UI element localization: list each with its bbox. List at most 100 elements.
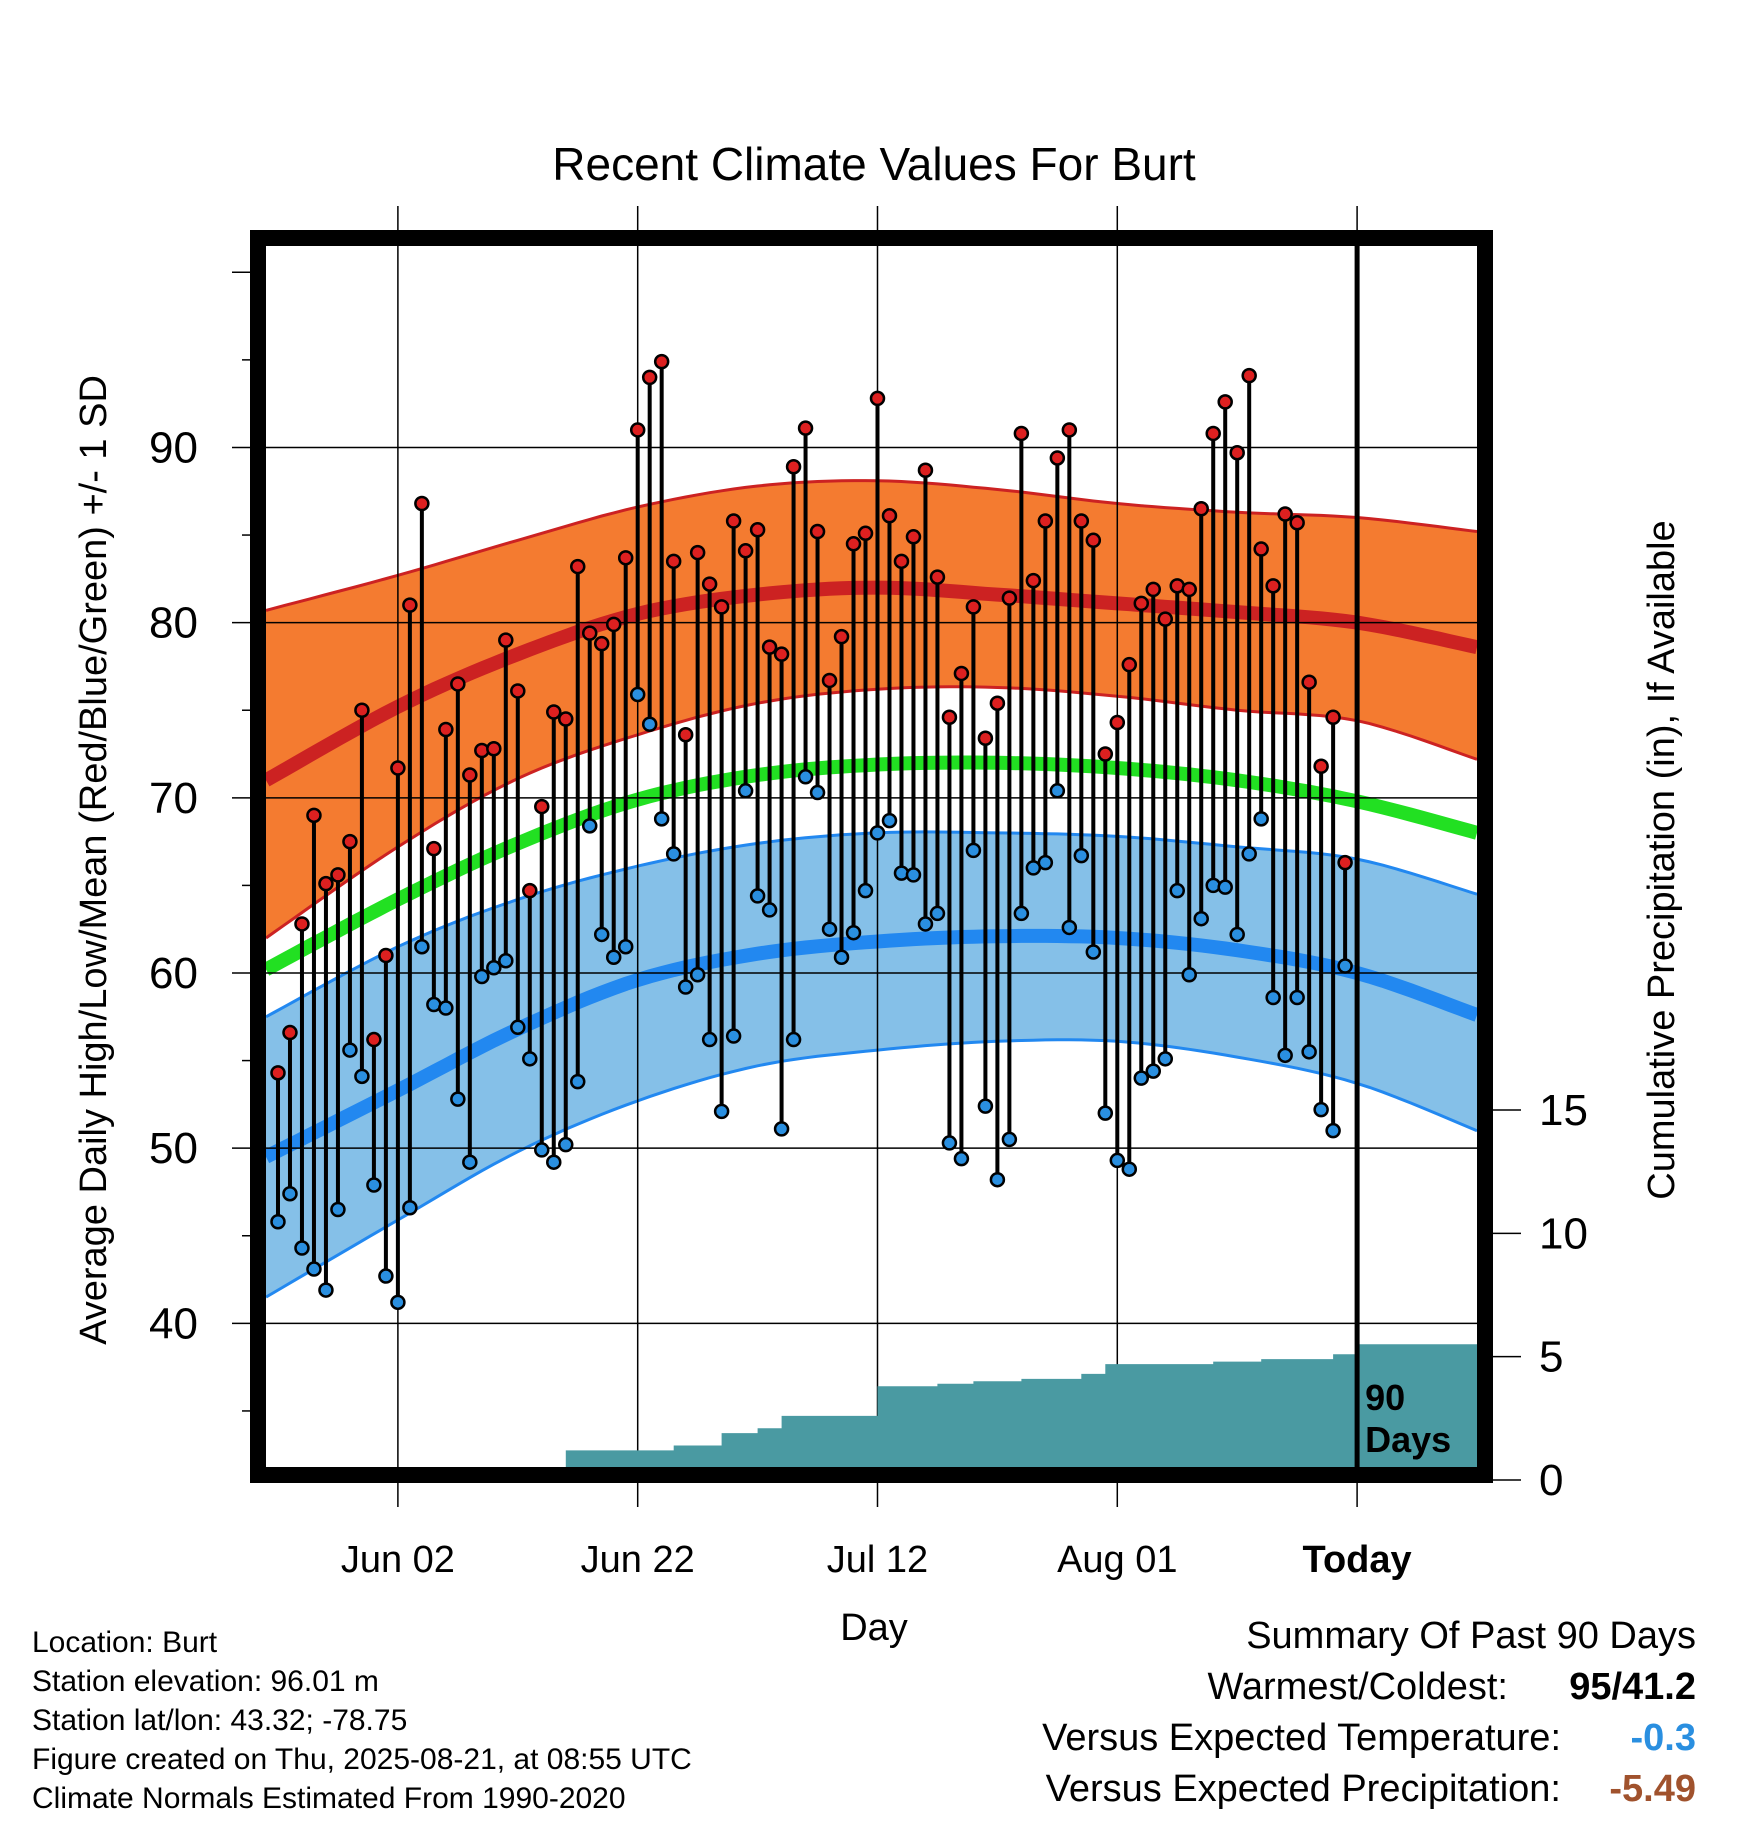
daily-high-point (438, 721, 454, 738)
daily-high-point (893, 553, 910, 570)
daily-low-point (1301, 1044, 1317, 1060)
daily-low-point (534, 1142, 550, 1158)
daily-high-point (558, 711, 574, 727)
daily-high-point (282, 1024, 298, 1041)
daily-low-point (402, 1199, 418, 1216)
daily-low-point (965, 842, 982, 859)
daily-high-point (833, 628, 850, 645)
daily-high-point (653, 353, 670, 370)
summary-warmest: 95 (1569, 1666, 1612, 1708)
daily-high-point (522, 882, 538, 899)
daily-high-point (845, 536, 862, 552)
daily-high-point (689, 544, 706, 561)
summary-coldest: /41.2 (1611, 1666, 1696, 1708)
daily-high-point (1325, 709, 1341, 725)
daily-high-point (1193, 501, 1209, 517)
daily-low-point (342, 1042, 358, 1058)
daily-low-point (749, 888, 766, 904)
daily-low-point (558, 1136, 574, 1153)
y-tick-label: 70 (149, 774, 198, 823)
daily-high-point (665, 553, 682, 570)
daily-low-point (1265, 989, 1281, 1006)
daily-high-point (1337, 854, 1353, 871)
daily-low-point (713, 1103, 730, 1120)
daily-low-point (378, 1268, 394, 1284)
daily-high-point (1301, 674, 1317, 690)
daily-low-point (977, 1098, 994, 1114)
y-axis-label: Average Daily High/Low/Mean (Red/Blue/Gr… (73, 375, 115, 1345)
y-tick-label: 90 (149, 423, 198, 472)
normal-high-band (266, 480, 1477, 938)
summary-precip-value: -5.49 (1609, 1768, 1696, 1810)
daily-high-point (1109, 714, 1126, 731)
daily-high-point (270, 1065, 286, 1081)
daily-low-point (474, 968, 490, 985)
daily-high-point (294, 916, 310, 932)
daily-high-point (569, 558, 586, 575)
info-normals: Climate Normals Estimated From 1990-2020 (32, 1782, 626, 1815)
info-location: Location: Burt (32, 1626, 218, 1659)
daily-high-point (1241, 367, 1257, 384)
daily-low-point (1181, 966, 1197, 983)
y2-tick-label: 5 (1539, 1333, 1563, 1382)
daily-high-point (761, 639, 778, 655)
daily-high-point (462, 767, 478, 783)
x-tick-label: Jul 12 (827, 1539, 928, 1581)
daily-low-point (953, 1150, 970, 1167)
daily-high-point (713, 599, 730, 615)
daily-high-point (1205, 425, 1221, 442)
daily-high-point (941, 709, 958, 725)
daily-low-point (522, 1051, 538, 1067)
x-tick-label: Jun 02 (341, 1539, 455, 1581)
daily-low-point (1193, 910, 1209, 927)
daily-low-point (330, 1201, 346, 1218)
daily-high-point (881, 508, 898, 524)
daily-high-point (510, 683, 526, 699)
daily-low-point (917, 916, 934, 932)
summary-heading: Summary Of Past 90 Days (1246, 1615, 1696, 1657)
daily-low-point (1253, 811, 1269, 827)
daily-low-point (605, 949, 622, 965)
daily-low-point (1013, 905, 1030, 922)
daily-high-point (1037, 513, 1054, 529)
daily-high-point (414, 495, 430, 512)
daily-high-point (426, 840, 442, 857)
daily-low-point (1061, 919, 1078, 936)
daily-low-point (510, 1019, 526, 1036)
x-tick-label: Aug 01 (1057, 1539, 1177, 1581)
daily-high-point (1265, 578, 1281, 594)
daily-high-point (977, 730, 994, 747)
daily-high-point (617, 550, 634, 566)
daily-low-point (845, 924, 862, 941)
daily-low-point (797, 769, 814, 785)
summary-temp-value: -0.3 (1630, 1717, 1696, 1759)
daily-low-point (1121, 1161, 1138, 1177)
daily-high-point (1025, 572, 1042, 589)
daily-high-point (725, 513, 742, 529)
daily-high-point (402, 597, 418, 613)
x-tick-label: Today (1303, 1539, 1412, 1581)
daily-low-point (737, 783, 754, 799)
daily-low-point (1169, 882, 1185, 899)
daily-low-point (1217, 879, 1233, 895)
daily-low-point (1241, 846, 1257, 862)
y-tick-label: 40 (149, 1299, 198, 1348)
daily-low-point (569, 1073, 586, 1090)
daily-low-point (1229, 926, 1245, 943)
daily-low-point (294, 1240, 310, 1256)
daily-high-point (929, 569, 946, 585)
daily-high-point (450, 676, 466, 692)
daily-high-point (821, 672, 838, 689)
daily-high-point (797, 420, 814, 436)
daily-low-point (773, 1121, 790, 1137)
daily-low-point (486, 959, 502, 976)
daily-high-point (629, 422, 646, 438)
daily-high-point (785, 458, 802, 475)
info-latlon: Station lat/lon: 43.32; -78.75 (32, 1704, 408, 1737)
daily-low-point (701, 1031, 718, 1048)
y2-axis-label: Cumulative Precipitation (in), If Availa… (1641, 520, 1683, 1199)
daily-high-point (773, 646, 790, 662)
daily-high-point (354, 702, 370, 718)
daily-low-point (833, 949, 850, 965)
